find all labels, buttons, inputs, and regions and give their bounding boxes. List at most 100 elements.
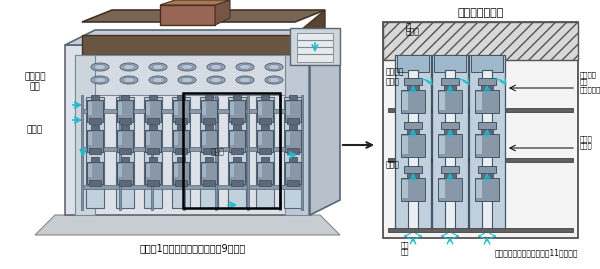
Bar [231, 148, 243, 154]
Bar [256, 97, 274, 208]
Bar [289, 95, 297, 100]
Bar [401, 134, 425, 157]
Bar [118, 132, 122, 145]
Text: 冷却
空気: 冷却 空気 [401, 241, 409, 255]
Bar [407, 129, 419, 134]
Bar [81, 95, 83, 210]
Bar [230, 164, 234, 177]
Bar [259, 118, 271, 124]
Bar [173, 130, 189, 152]
Ellipse shape [91, 63, 109, 71]
Ellipse shape [268, 77, 280, 83]
Bar [119, 95, 121, 210]
Bar [475, 134, 499, 157]
Bar [481, 129, 493, 134]
Bar [88, 164, 92, 177]
Ellipse shape [120, 76, 138, 84]
Bar [147, 180, 159, 186]
Bar [203, 118, 215, 124]
Text: 蓋: 蓋 [405, 23, 410, 33]
Bar [231, 180, 243, 186]
Text: 貯蔵部分拡大図: 貯蔵部分拡大図 [457, 8, 503, 18]
Bar [146, 102, 150, 115]
Bar [285, 130, 301, 152]
Polygon shape [295, 10, 325, 55]
Bar [82, 185, 302, 189]
Bar [438, 178, 462, 201]
Bar [202, 132, 206, 145]
Bar [287, 148, 299, 154]
Text: 通風管: 通風管 [386, 161, 400, 169]
Bar [149, 157, 157, 162]
Bar [177, 95, 185, 100]
Bar [289, 157, 297, 162]
Bar [147, 118, 159, 124]
Bar [173, 162, 189, 184]
Polygon shape [310, 30, 340, 215]
Bar [478, 166, 496, 173]
Bar [301, 95, 303, 210]
Bar [230, 132, 234, 145]
Bar [233, 157, 241, 162]
Bar [297, 33, 333, 62]
Polygon shape [160, 0, 230, 5]
Bar [175, 148, 187, 154]
Bar [506, 158, 573, 162]
Bar [290, 28, 340, 65]
Bar [258, 102, 262, 115]
Bar [257, 162, 273, 184]
Bar [478, 122, 496, 129]
Bar [434, 55, 466, 72]
Bar [229, 100, 245, 122]
Bar [259, 180, 271, 186]
Bar [286, 164, 290, 177]
Bar [145, 162, 161, 184]
Bar [201, 100, 217, 122]
Ellipse shape [207, 76, 225, 84]
Bar [476, 180, 482, 198]
Bar [397, 55, 429, 72]
Bar [284, 97, 302, 208]
Bar [506, 108, 573, 112]
Bar [259, 148, 271, 154]
Bar [402, 180, 408, 198]
Polygon shape [82, 10, 325, 22]
Bar [205, 95, 213, 100]
Bar [118, 164, 122, 177]
Bar [444, 85, 456, 90]
Bar [445, 70, 455, 230]
Text: 低い気圧: 低い気圧 [386, 68, 404, 76]
Bar [203, 180, 215, 186]
Bar [228, 97, 246, 208]
Bar [172, 97, 190, 208]
Bar [408, 70, 418, 230]
Bar [215, 95, 217, 210]
Ellipse shape [91, 76, 109, 84]
Bar [431, 158, 432, 162]
Bar [469, 55, 505, 230]
Bar [177, 125, 185, 130]
Bar [481, 173, 493, 178]
Ellipse shape [149, 76, 167, 84]
Bar [202, 164, 206, 177]
Bar [146, 132, 150, 145]
Ellipse shape [152, 77, 164, 83]
Bar [121, 125, 129, 130]
Bar [404, 166, 422, 173]
Bar [401, 178, 425, 201]
Text: 収納管1本あたりガラス固化体9本収納: 収納管1本あたりガラス固化体9本収納 [140, 243, 246, 253]
Bar [261, 157, 269, 162]
Polygon shape [65, 30, 340, 45]
Bar [257, 100, 273, 122]
Text: 冷却空気
入口: 冷却空気 入口 [24, 72, 46, 92]
Bar [481, 85, 493, 90]
Bar [89, 180, 101, 186]
Bar [395, 55, 431, 230]
Text: 収納管: 収納管 [386, 77, 400, 87]
Bar [287, 180, 299, 186]
Polygon shape [215, 0, 230, 25]
Bar [285, 162, 301, 184]
Bar [205, 157, 213, 162]
Bar [286, 132, 290, 145]
Bar [233, 95, 241, 100]
